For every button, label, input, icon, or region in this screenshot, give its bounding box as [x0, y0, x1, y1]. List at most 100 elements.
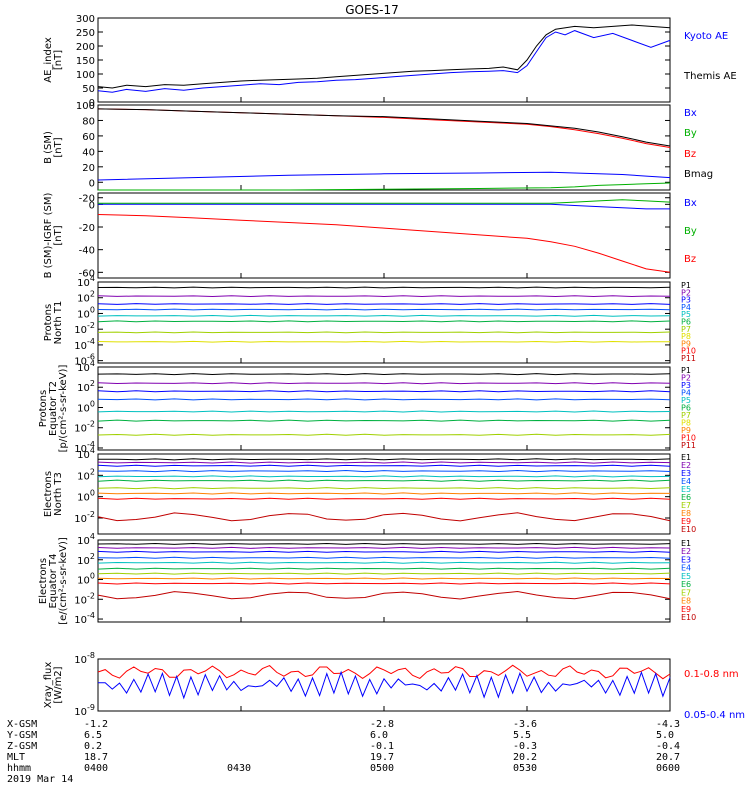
- channel-line: [97, 497, 671, 500]
- ephemeris-value: 0400: [84, 763, 108, 774]
- legend-entry: P9: [681, 339, 691, 348]
- legend-entry: E7: [681, 588, 691, 597]
- channel-line: [97, 567, 671, 570]
- channel-line: [97, 286, 671, 289]
- y-tick-label: 10-2: [74, 591, 95, 606]
- legend-entry: P2: [681, 288, 691, 297]
- legend-entry: E10: [681, 613, 696, 622]
- series-line: [97, 171, 671, 181]
- legend-entry: E2: [681, 461, 691, 470]
- legend-entry: E8: [681, 597, 691, 606]
- channel-line: [97, 572, 671, 575]
- panel-ee: 104 102 100 10-2 10-4 Electrons Equator T4 [e/(…: [38, 532, 696, 626]
- channel-line: [97, 382, 671, 385]
- legend-entry: Bz: [684, 254, 696, 265]
- legend-entry: E3: [681, 555, 691, 564]
- legend-entry: E1: [681, 539, 691, 548]
- y-tick-label: 200: [76, 42, 95, 53]
- legend-entry: P10: [681, 434, 696, 443]
- ephemeris-value: 5.5: [513, 730, 531, 741]
- ephemeris-value: 0.2: [84, 741, 102, 752]
- channel-line: [97, 550, 671, 553]
- channel-line: [97, 479, 671, 482]
- y-tick-label: 100: [77, 399, 95, 414]
- legend-entry: P8: [681, 332, 691, 341]
- channel-line: [97, 469, 671, 473]
- y-tick-label: 0: [89, 200, 95, 211]
- legend-entry: P4: [681, 303, 691, 312]
- legend-entry: E4: [681, 564, 691, 573]
- ephemeris-value: 5.0: [656, 730, 674, 741]
- channel-line: [97, 433, 671, 436]
- y-tick-label: 10-6: [74, 353, 95, 368]
- panel-pe: 104 102 100 10-2 10-4 Protons Equator T2 [p/(cm…: [38, 359, 696, 455]
- legend-entry: P9: [681, 426, 691, 435]
- y-tick-label: 102: [77, 552, 95, 567]
- legend-entry: P11: [681, 441, 696, 450]
- y-tick-label: 102: [77, 290, 95, 305]
- ephemeris-value: 18.7: [84, 752, 108, 763]
- y-tick-label: 0: [89, 178, 95, 189]
- y-tick-label: 10-2: [74, 420, 95, 435]
- channel-line: [97, 373, 671, 376]
- ephemeris-row-label: MLT: [7, 752, 25, 763]
- channel-line: [97, 492, 671, 495]
- legend-entry: E8: [681, 509, 691, 518]
- ephemeris-value: -1.2: [84, 719, 108, 730]
- ephemeris-value: 20.2: [513, 752, 537, 763]
- y-axis-label: Equator T4: [48, 554, 59, 609]
- y-tick-label: 10-4: [74, 337, 95, 352]
- channel-line: [97, 582, 671, 585]
- y-tick-label: 10-2: [74, 321, 95, 336]
- y-tick-label: 104: [77, 359, 95, 374]
- legend-entry: P8: [681, 419, 691, 428]
- legend-entry: By: [684, 226, 697, 237]
- y-axis-label: [p/(cm²-s-sr-keV)]: [58, 365, 69, 453]
- y-axis-label: [nT]: [53, 137, 64, 157]
- y-tick-label: -60: [79, 268, 95, 279]
- legend-entry: P11: [681, 354, 696, 363]
- legend-entry: P4: [681, 389, 691, 398]
- legend-entry: E7: [681, 501, 691, 510]
- ephemeris-value: -0.1: [370, 741, 394, 752]
- channel-line: [97, 577, 671, 580]
- y-axis-label: B (SM)-IGRF (SM): [43, 193, 54, 279]
- y-tick-label: 100: [77, 305, 95, 320]
- legend-entry: E2: [681, 547, 691, 556]
- ephemeris-value: -2.8: [370, 719, 394, 730]
- legend-entry: Themis AE: [683, 71, 737, 82]
- channel-line: [97, 331, 671, 334]
- series-line: [97, 30, 671, 93]
- panel-en: 104 102 100 10-2 Electrons North T3 E1E2E3E4E5…: [43, 446, 696, 535]
- legend-entry: 0.1-0.8 nm: [684, 669, 739, 680]
- legend-entry: Bmag: [684, 169, 713, 180]
- channel-line: [97, 556, 671, 559]
- y-tick-label: 104: [77, 274, 95, 289]
- channel-line: [97, 512, 671, 522]
- panel-xray: 10-8 10-9 Xray_flux [W/m2] 0.1-0.8 nm 0.05-0.…: [43, 651, 745, 721]
- y-axis-label: [nT]: [53, 50, 64, 70]
- y-axis-label: Electrons: [43, 471, 54, 517]
- series-line: [97, 24, 671, 89]
- ephemeris-value: 6.5: [84, 730, 102, 741]
- channel-line: [97, 320, 671, 323]
- y-tick-label: -40: [79, 246, 95, 257]
- channel-line: [97, 295, 671, 298]
- legend-entry: E1: [681, 453, 691, 462]
- y-tick-label: 10-9: [74, 703, 95, 718]
- channel-line: [97, 464, 671, 467]
- y-tick-label: 150: [76, 56, 95, 67]
- channel-line: [97, 542, 671, 545]
- legend-entry: E3: [681, 469, 691, 478]
- y-tick-label: 50: [82, 84, 95, 95]
- series-line: [98, 182, 671, 191]
- series-line: [98, 203, 670, 210]
- y-axis-label: Xray_flux: [43, 662, 54, 709]
- legend-entry: P6: [681, 404, 691, 413]
- legend-entry: E10: [681, 525, 696, 534]
- ephemeris-value: 0430: [227, 763, 251, 774]
- y-axis-label: B (SM): [43, 131, 54, 164]
- y-tick-label: -20: [79, 194, 95, 205]
- y-tick-label: 100: [76, 70, 95, 81]
